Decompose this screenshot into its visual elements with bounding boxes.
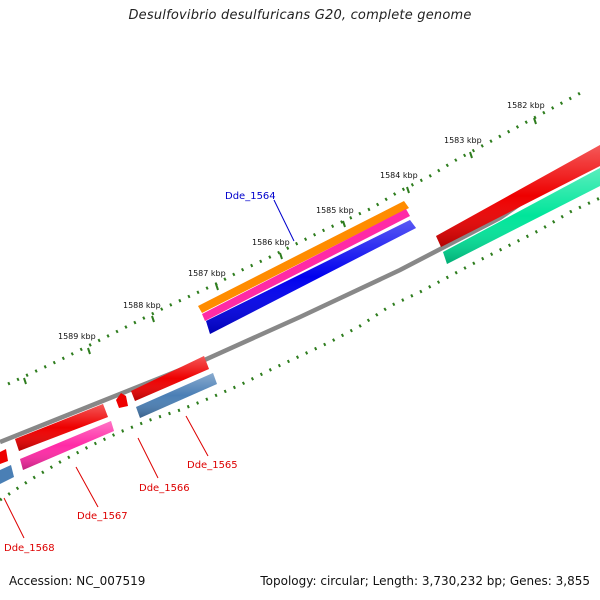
gene-dde-1565[interactable] <box>131 356 217 418</box>
ruler-label-1586: 1586 kbp <box>252 238 290 247</box>
gene-dde-1568[interactable] <box>0 449 14 484</box>
ruler-major-tick <box>279 252 283 260</box>
genome-backbone <box>0 146 600 445</box>
ruler-major-tick <box>342 220 346 228</box>
ruler-label-1587: 1587 kbp <box>188 269 226 278</box>
label-dde-1567[interactable]: Dde_1567 <box>77 511 128 522</box>
gene-dde-1567[interactable] <box>15 404 114 470</box>
label-dde-1565[interactable]: Dde_1565 <box>187 460 238 471</box>
ruler-label-1583: 1583 kbp <box>444 136 482 145</box>
gene-dde-1566[interactable] <box>116 393 128 408</box>
inner-ruler-track <box>0 196 600 502</box>
ruler-label-1588: 1588 kbp <box>123 301 161 310</box>
map-title: Desulfovibrio desulfuricans G20, complet… <box>128 8 472 23</box>
leader-dde-1564 <box>273 199 295 242</box>
topology-text: Topology: circular; Length: 3,730,232 bp… <box>260 574 590 588</box>
leader-dde-1567 <box>75 466 99 508</box>
ruler-major-tick <box>533 117 537 125</box>
leader-dde-1565 <box>185 415 209 457</box>
ruler-major-tick <box>469 151 473 159</box>
label-dde-1566[interactable]: Dde_1566 <box>139 483 190 494</box>
ruler-label-1589: 1589 kbp <box>58 332 96 341</box>
feature-group-right[interactable] <box>436 145 600 264</box>
ruler-major-tick <box>151 315 155 323</box>
feature-orange <box>198 201 409 313</box>
label-dde-1564[interactable]: Dde_1564 <box>225 191 276 202</box>
ruler-label-1584: 1584 kbp <box>380 171 418 180</box>
accession-text: Accession: NC_007519 <box>9 574 146 588</box>
ruler-label-1582: 1582 kbp <box>507 101 545 110</box>
outer-ruler-track <box>7 88 587 386</box>
feature-steel-1568 <box>0 465 14 484</box>
ruler-label-1585: 1585 kbp <box>316 206 354 215</box>
leader-dde-1568 <box>3 497 25 539</box>
feature-pink <box>202 209 410 321</box>
gene-dde-1564[interactable] <box>198 201 416 334</box>
ruler-major-tick <box>406 186 410 194</box>
leader-dde-1566 <box>137 437 159 479</box>
feature-red-1568 <box>0 449 8 464</box>
feature-red-1566 <box>116 393 128 408</box>
label-dde-1568[interactable]: Dde_1568 <box>4 543 55 554</box>
ruler-major-tick <box>215 283 219 291</box>
ruler-major-ticks <box>23 117 537 385</box>
ruler-major-tick <box>23 377 27 385</box>
ruler-major-tick <box>87 347 91 355</box>
